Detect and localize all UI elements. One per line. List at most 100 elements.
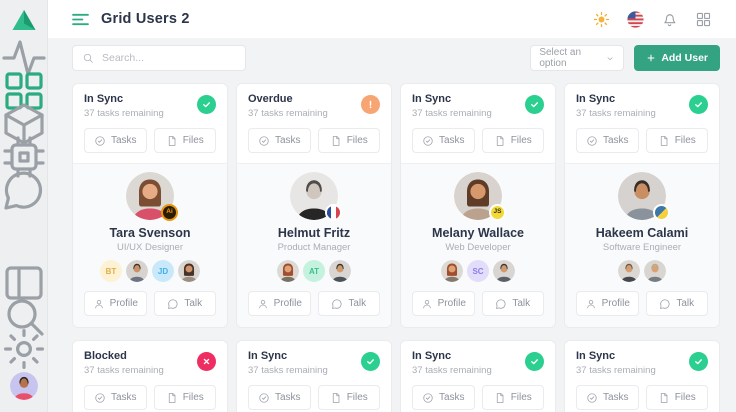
person-icon bbox=[421, 298, 433, 310]
files-button[interactable]: Files bbox=[317, 128, 380, 153]
profile-button[interactable]: Profile bbox=[84, 291, 147, 316]
files-button[interactable]: Files bbox=[153, 128, 216, 153]
bell-icon[interactable] bbox=[661, 11, 678, 28]
tasks-button[interactable]: Tasks bbox=[84, 128, 147, 153]
tasks-button[interactable]: Tasks bbox=[84, 385, 147, 410]
card-header: Blocked 37 tasks remaining Tasks Files bbox=[73, 341, 227, 412]
hamburger-menu-icon[interactable] bbox=[72, 13, 89, 26]
talk-button[interactable]: Talk bbox=[481, 291, 544, 316]
chevron-down-icon bbox=[605, 53, 615, 64]
sidebar-item-layout[interactable] bbox=[0, 265, 48, 300]
tasks-button-label: Tasks bbox=[274, 135, 301, 146]
file-icon bbox=[330, 135, 342, 147]
file-icon bbox=[658, 392, 670, 404]
user-card: Overdue 37 tasks remaining Tasks Files Helmu… bbox=[236, 83, 392, 328]
sidebar-user-avatar[interactable] bbox=[9, 372, 38, 400]
us-flag-icon[interactable] bbox=[627, 10, 644, 28]
status-title: In Sync bbox=[412, 93, 452, 105]
status-title: In Sync bbox=[576, 93, 616, 105]
add-user-button[interactable]: Add User bbox=[634, 45, 720, 71]
tasks-button[interactable]: Tasks bbox=[412, 385, 475, 410]
filter-select[interactable]: Select an option bbox=[530, 45, 625, 71]
talk-button[interactable]: Talk bbox=[317, 291, 380, 316]
status-badge-check-icon bbox=[525, 95, 544, 114]
profile-button-label: Profile bbox=[601, 298, 630, 309]
files-button[interactable]: Files bbox=[645, 385, 708, 410]
talk-button[interactable]: Talk bbox=[153, 291, 216, 316]
status-title: In Sync bbox=[412, 350, 452, 362]
profile-button-label: Profile bbox=[109, 298, 138, 309]
sidebar-item-chat[interactable] bbox=[0, 171, 48, 210]
person-icon bbox=[585, 298, 597, 310]
card-header: In Sync 37 tasks remaining Tasks Files bbox=[565, 84, 719, 163]
sidebar-item-settings[interactable] bbox=[0, 328, 48, 369]
talk-icon bbox=[167, 298, 179, 310]
layout-icon bbox=[0, 259, 48, 307]
profile-button[interactable]: Profile bbox=[412, 291, 475, 316]
user-role: Software Engineer bbox=[602, 242, 682, 253]
filter-select-value: Select an option bbox=[539, 47, 582, 69]
files-button[interactable]: Files bbox=[481, 128, 544, 153]
tasks-button[interactable]: Tasks bbox=[576, 385, 639, 410]
team-member-avatar bbox=[441, 260, 463, 282]
sidebar-item-grid-users[interactable] bbox=[0, 71, 48, 110]
search-icon bbox=[82, 52, 94, 64]
file-icon bbox=[494, 392, 506, 404]
search-input[interactable] bbox=[100, 51, 236, 65]
files-button[interactable]: Files bbox=[153, 385, 216, 410]
logo-triangle-icon[interactable] bbox=[11, 8, 37, 32]
card-header: In Sync 37 tasks remaining Tasks Files bbox=[401, 341, 555, 412]
apps-grid-icon[interactable] bbox=[695, 11, 712, 28]
sidebar-item-activity[interactable] bbox=[0, 39, 48, 76]
talk-button-label: Talk bbox=[512, 298, 531, 309]
tasks-button[interactable]: Tasks bbox=[248, 128, 311, 153]
profile-button[interactable]: Profile bbox=[248, 291, 311, 316]
tasks-remaining: 37 tasks remaining bbox=[84, 365, 164, 376]
sun-icon[interactable] bbox=[593, 11, 610, 28]
card-body: Helmut Fritz Product Manager AT Profile Talk bbox=[237, 163, 391, 327]
tasks-button[interactable]: Tasks bbox=[248, 385, 311, 410]
talk-button-label: Talk bbox=[348, 298, 367, 309]
tasks-button-label: Tasks bbox=[602, 135, 629, 146]
python-badge bbox=[653, 204, 670, 221]
user-role: UI/UX Designer bbox=[117, 242, 183, 253]
files-button[interactable]: Files bbox=[481, 385, 544, 410]
file-icon bbox=[166, 135, 178, 147]
javascript-badge: JS bbox=[489, 204, 506, 221]
user-avatar: Ai bbox=[126, 172, 178, 221]
tasks-check-circle-icon bbox=[258, 135, 270, 147]
file-icon bbox=[166, 392, 178, 404]
profile-button[interactable]: Profile bbox=[576, 291, 639, 316]
talk-button[interactable]: Talk bbox=[645, 291, 708, 316]
add-user-label: Add User bbox=[661, 52, 708, 64]
team-member-avatar bbox=[126, 260, 148, 282]
user-role: Web Developer bbox=[445, 242, 511, 253]
user-avatar: JS bbox=[454, 172, 506, 221]
team-avatars: BT JD bbox=[84, 260, 216, 282]
card-header: In Sync 37 tasks remaining Tasks Files bbox=[73, 84, 227, 163]
files-button[interactable]: Files bbox=[317, 385, 380, 410]
france-flag-badge bbox=[325, 204, 342, 221]
sidebar-item-search[interactable] bbox=[0, 298, 48, 336]
files-button-label: Files bbox=[674, 392, 696, 403]
adobe-illustrator-badge: Ai bbox=[161, 204, 178, 221]
card-header: Overdue 37 tasks remaining Tasks Files bbox=[237, 84, 391, 163]
tasks-remaining: 37 tasks remaining bbox=[84, 108, 164, 119]
status-title: In Sync bbox=[576, 350, 616, 362]
user-name: Helmut Fritz bbox=[277, 226, 351, 240]
sidebar-item-cube[interactable] bbox=[0, 102, 48, 145]
card-body: Hakeem Calami Software Engineer Profile Tal… bbox=[565, 163, 719, 327]
tasks-button[interactable]: Tasks bbox=[576, 128, 639, 153]
page-title: Grid Users 2 bbox=[101, 11, 190, 27]
tasks-check-circle-icon bbox=[422, 135, 434, 147]
tasks-check-circle-icon bbox=[586, 135, 598, 147]
user-avatar bbox=[290, 172, 342, 221]
tasks-remaining: 37 tasks remaining bbox=[412, 365, 492, 376]
tasks-button[interactable]: Tasks bbox=[412, 128, 475, 153]
team-member-avatar bbox=[493, 260, 515, 282]
files-button-label: Files bbox=[182, 135, 204, 146]
tasks-check-circle-icon bbox=[94, 392, 106, 404]
user-role: Product Manager bbox=[277, 242, 351, 253]
files-button[interactable]: Files bbox=[645, 128, 708, 153]
